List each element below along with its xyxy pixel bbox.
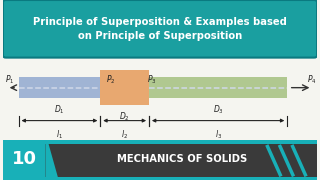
Text: $P_4$: $P_4$: [307, 73, 317, 85]
Text: $P_3$: $P_3$: [148, 73, 157, 85]
Bar: [19, 77, 100, 98]
Text: $D_1$: $D_1$: [54, 103, 65, 116]
Text: MECHANICS OF SOLIDS: MECHANICS OF SOLIDS: [117, 154, 247, 164]
Bar: [3, 144, 45, 177]
Text: Principle of Superposition & Examples based
on Principle of Superposition: Principle of Superposition & Examples ba…: [33, 17, 287, 41]
Bar: [100, 70, 149, 105]
Text: $P_1$: $P_1$: [4, 73, 14, 85]
Text: $l_2$: $l_2$: [121, 129, 128, 141]
Text: $P_2$: $P_2$: [106, 73, 116, 85]
Text: $l_1$: $l_1$: [56, 129, 63, 141]
Bar: [3, 140, 317, 180]
Text: $l_3$: $l_3$: [214, 129, 222, 141]
Bar: [3, 177, 317, 180]
Polygon shape: [45, 144, 58, 177]
Text: $D_3$: $D_3$: [213, 103, 224, 116]
Text: 10: 10: [12, 150, 37, 168]
Bar: [149, 77, 287, 98]
FancyBboxPatch shape: [3, 0, 317, 58]
Text: $D_2$: $D_2$: [119, 111, 130, 123]
Bar: [3, 140, 317, 144]
